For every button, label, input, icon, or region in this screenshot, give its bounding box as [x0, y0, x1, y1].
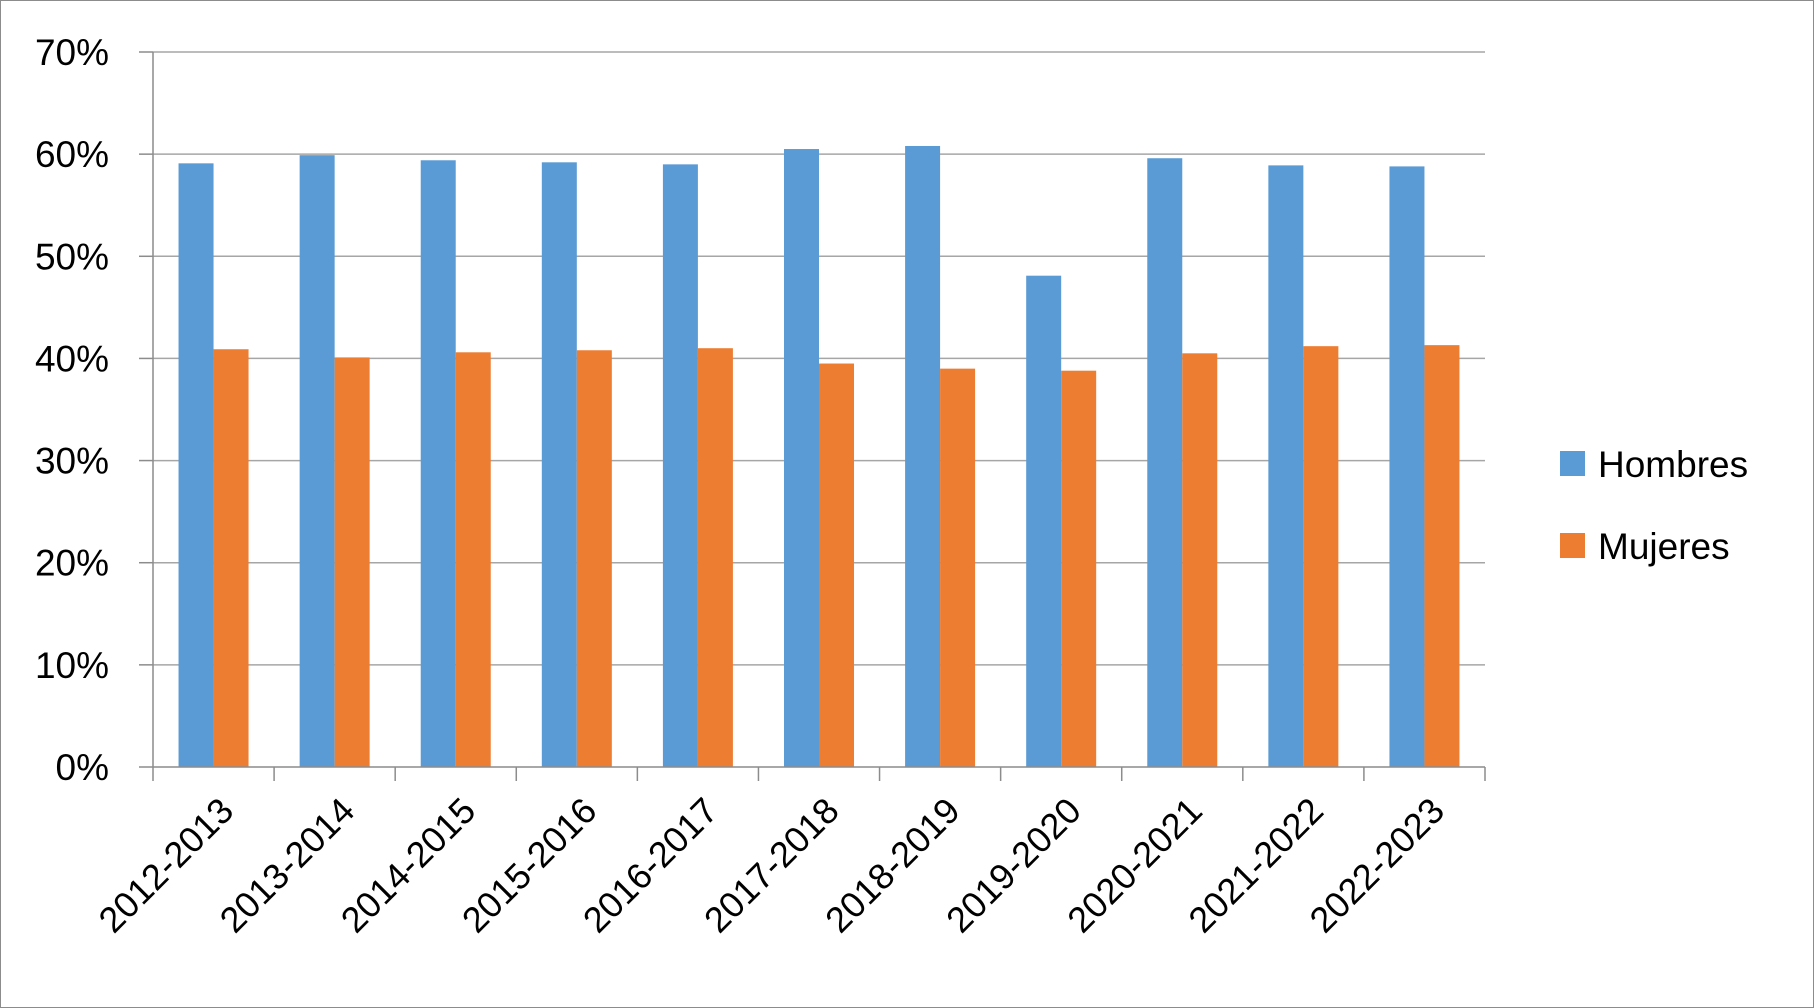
y-tick-label: 10%: [35, 645, 109, 686]
legend-label-hombres: Hombres: [1598, 444, 1748, 485]
y-tick-label: 70%: [35, 32, 109, 73]
bar-mujeres: [697, 348, 733, 767]
bar-mujeres: [819, 363, 854, 767]
bar-hombres: [299, 155, 335, 767]
axes: [139, 51, 1486, 781]
legend: Hombres Mujeres: [1560, 444, 1748, 567]
bar-hombres: [1389, 166, 1425, 767]
bar-mujeres: [1182, 353, 1218, 767]
bar-mujeres: [576, 350, 612, 767]
legend-swatch-hombres: [1560, 451, 1585, 476]
y-tick-label: 50%: [35, 236, 109, 277]
bar-mujeres: [455, 352, 491, 767]
bar-mujeres: [213, 349, 249, 767]
bar-hombres: [541, 162, 577, 768]
x-axis-ticks: 2012-20132013-20142014-20152015-20162016…: [90, 790, 1452, 941]
legend-swatch-mujeres: [1560, 533, 1585, 558]
y-axis-ticks: 0% 10% 20% 30% 40% 50% 60% 70%: [35, 32, 109, 788]
bar-mujeres: [1061, 370, 1097, 767]
legend-label-mujeres: Mujeres: [1598, 526, 1730, 567]
bar-hombres: [178, 163, 214, 768]
bar-hombres: [1026, 275, 1062, 767]
bar-hombres: [905, 145, 941, 767]
y-tick-label: 20%: [35, 543, 109, 584]
bar-mujeres: [1303, 346, 1339, 767]
bar-hombres: [662, 164, 698, 767]
y-tick-label: 40%: [35, 338, 109, 379]
bar-mujeres: [940, 368, 976, 767]
y-tick-label: 60%: [35, 134, 109, 175]
y-tick-label: 0%: [56, 747, 109, 788]
bar-mujeres: [1424, 345, 1460, 767]
y-tick-label: 30%: [35, 441, 109, 482]
bar-hombres: [1147, 158, 1183, 767]
bars: [178, 145, 1460, 768]
bar-hombres: [1268, 165, 1304, 768]
bar-hombres: [784, 149, 819, 768]
bar-hombres: [420, 160, 456, 767]
bar-mujeres: [334, 357, 370, 767]
